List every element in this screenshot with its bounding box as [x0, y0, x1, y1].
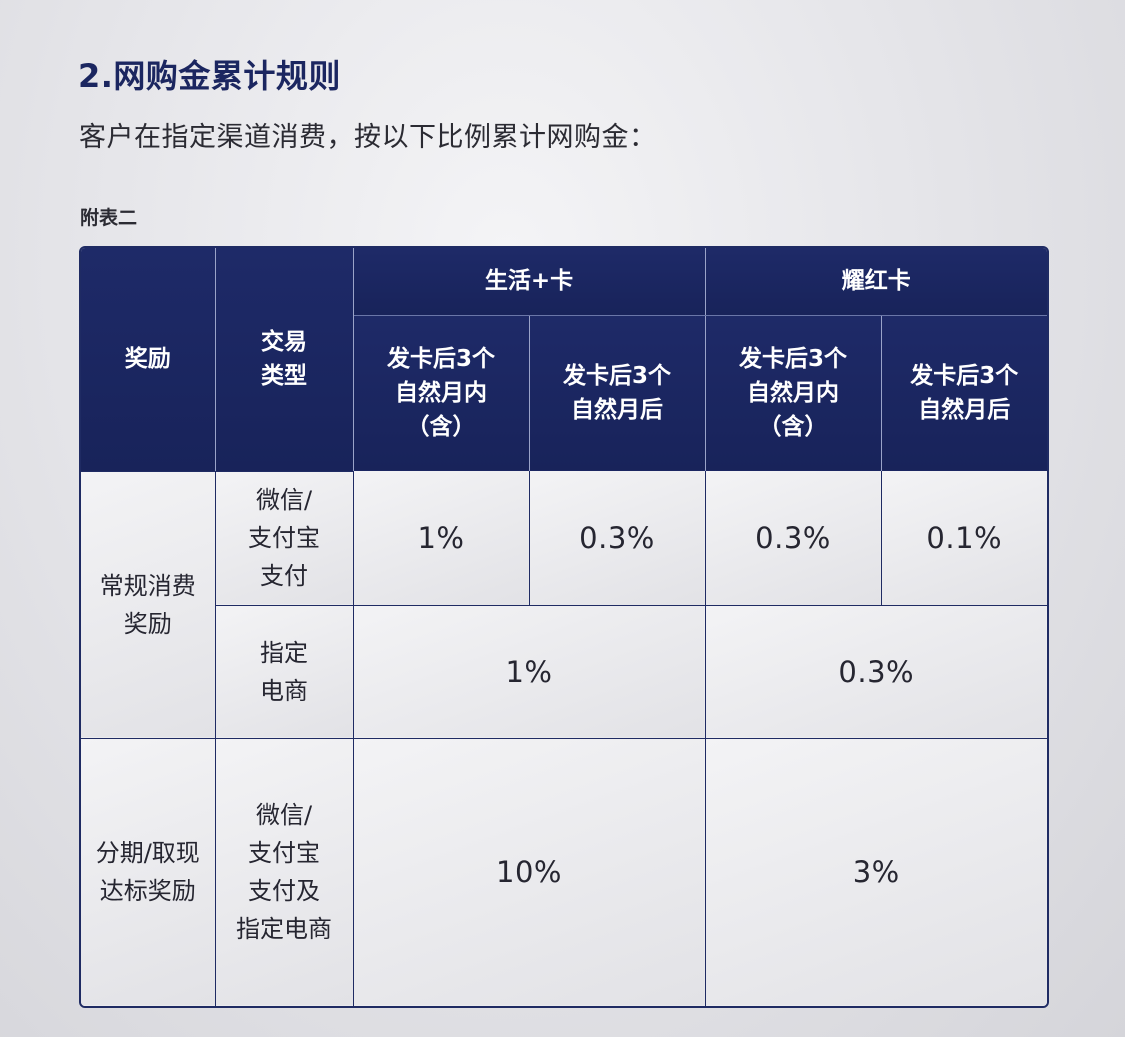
header-life-after-3-months: 发卡后3个 自然月后 — [528, 314, 706, 471]
cell-installment-yaohong: 3% — [704, 737, 1047, 1006]
reward-rate-table-container: 奖励 交易 类型 生活+卡 耀红卡 发卡后3个 自然月内 （含） 发卡后3个 自… — [79, 246, 1049, 1008]
header-life-within-3-months: 发卡后3个 自然月内 （含） — [353, 314, 530, 471]
section-title: 2.网购金累计规则 — [78, 57, 341, 95]
header-yaohong-within-3-months: 发卡后3个 自然月内 （含） — [704, 314, 882, 471]
cell-regular-wechat-life-within: 1% — [352, 471, 530, 606]
header-transaction-type: 交易 类型 — [214, 248, 354, 472]
cell-regular-ecommerce-yaohong: 0.3% — [704, 604, 1047, 739]
table-row: 分期/取现 达标奖励 微信/ 支付宝 支付及 指定电商 10% 3% — [81, 737, 1047, 1006]
cell-regular-ecommerce-life: 1% — [352, 604, 706, 739]
table-caption: 附表二 — [80, 207, 138, 229]
header-group-yaohong-card: 耀红卡 — [704, 248, 1047, 316]
cell-regular-wechat-life-after: 0.3% — [528, 471, 706, 606]
header-group-life-card: 生活+卡 — [352, 248, 706, 316]
cell-regular-wechat-yaohong-after: 0.1% — [880, 471, 1047, 606]
table-row: 常规消费 奖励 微信/ 支付宝 支付 1% 0.3% 0.3% 0.1% — [81, 471, 1047, 739]
table-row: 指定 电商 1% 0.3% — [81, 604, 1047, 739]
header-yaohong-after-3-months: 发卡后3个 自然月后 — [880, 314, 1047, 471]
header-reward: 奖励 — [81, 248, 216, 472]
reward-rate-table: 奖励 交易 类型 生活+卡 耀红卡 发卡后3个 自然月内 （含） 发卡后3个 自… — [81, 248, 1047, 1006]
row-label-wechat-alipay-pay: 微信/ 支付宝 支付 — [214, 471, 354, 606]
cell-installment-life: 10% — [352, 737, 706, 1006]
row-label-regular-reward: 常规消费 奖励 — [81, 471, 216, 739]
row-label-installment-reward: 分期/取现 达标奖励 — [81, 737, 216, 1006]
row-label-designated-ecommerce: 指定 电商 — [215, 604, 354, 739]
cell-regular-wechat-yaohong-within: 0.3% — [704, 471, 882, 606]
row-label-wechat-alipay-and-ecommerce: 微信/ 支付宝 支付及 指定电商 — [214, 737, 354, 1006]
intro-text: 客户在指定渠道消费，按以下比例累计网购金： — [79, 122, 657, 153]
